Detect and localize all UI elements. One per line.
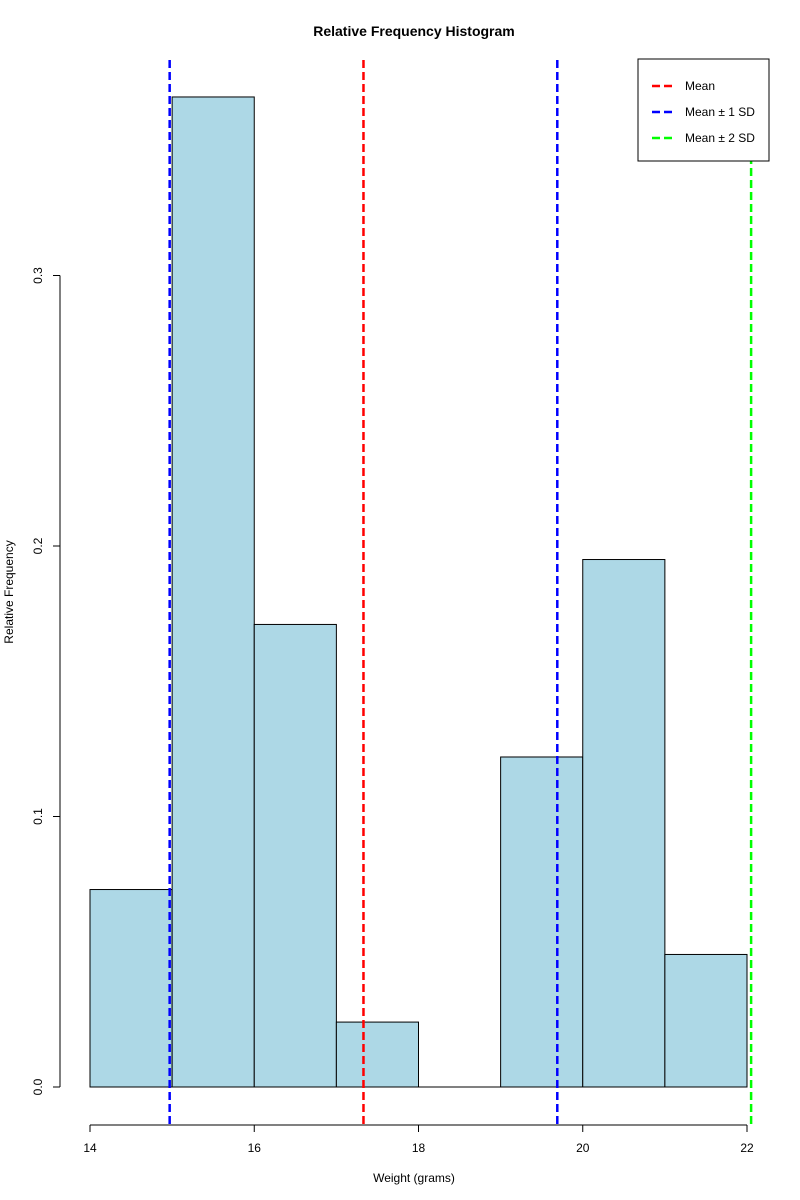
x-tick-label: 14 — [83, 1141, 97, 1155]
y-tick-label: 0.0 — [31, 1078, 45, 1095]
x-axis-label: Weight (grams) — [373, 1171, 455, 1185]
histogram-bar — [500, 756, 584, 1088]
histogram-bar — [89, 889, 173, 1088]
chart-title: Relative Frequency Histogram — [313, 23, 515, 39]
histogram-bar — [664, 953, 748, 1088]
legend-label: Mean — [685, 79, 715, 93]
legend-label: Mean ± 2 SD — [685, 131, 755, 145]
x-tick-label: 16 — [248, 1141, 262, 1155]
y-tick-label: 0.2 — [31, 537, 45, 554]
x-tick-label: 20 — [576, 1141, 590, 1155]
y-axis: 0.0 0.1 0.2 0.3 — [31, 267, 61, 1095]
legend-entries: Mean Mean ± 1 SD Mean ± 2 SD — [652, 79, 755, 145]
histogram-bars — [89, 96, 748, 1088]
histogram-bar — [253, 623, 337, 1088]
x-tick-label: 18 — [412, 1141, 426, 1155]
y-axis-label: Relative Frequency — [2, 540, 16, 643]
x-axis: 14 16 18 20 22 — [83, 1124, 754, 1155]
histogram-bar — [171, 96, 255, 1088]
histogram-bar — [582, 559, 666, 1088]
x-tick-label: 22 — [740, 1141, 754, 1155]
histogram-bar — [335, 1021, 419, 1088]
legend-box — [637, 58, 770, 162]
legend: Mean Mean ± 1 SD Mean ± 2 SD — [637, 58, 770, 162]
legend-label: Mean ± 1 SD — [685, 105, 755, 119]
y-tick-label: 0.1 — [31, 808, 45, 825]
reference-lines — [168, 60, 753, 1127]
y-tick-label: 0.3 — [31, 267, 45, 284]
